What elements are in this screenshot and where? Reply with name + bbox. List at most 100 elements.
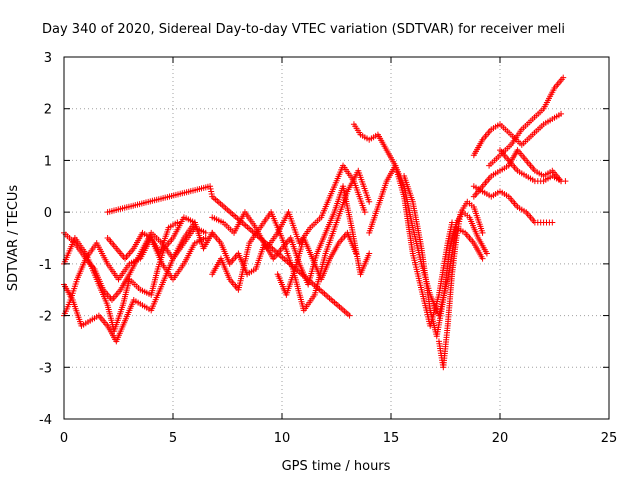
series-trace-g	[209, 162, 368, 252]
interpolated-points	[524, 210, 537, 224]
x-tick-label: 25	[601, 431, 618, 446]
interpolated-points	[302, 293, 317, 312]
x-tick-label: 20	[492, 431, 509, 446]
interpolated-points	[542, 117, 554, 126]
y-axis-ticks: -4 -3 -2 -1 0 1 2 3	[39, 51, 609, 428]
series-trace-n	[486, 74, 567, 169]
interpolated-points	[323, 211, 337, 234]
interpolated-points	[476, 236, 489, 255]
interpolated-points	[120, 278, 132, 307]
interpolated-points	[131, 231, 145, 250]
interpolated-points	[139, 287, 152, 297]
interpolated-points	[301, 237, 315, 260]
interpolated-points	[393, 164, 407, 198]
y-tick-label: -2	[39, 310, 52, 325]
interpolated-points	[68, 278, 80, 301]
series-trace-q	[104, 219, 181, 262]
interpolated-points	[132, 298, 144, 307]
interpolated-points	[490, 189, 501, 199]
interpolated-points	[246, 267, 257, 276]
interpolated-points	[541, 87, 557, 110]
data-point	[562, 178, 569, 185]
interpolated-points	[314, 231, 328, 255]
interpolated-points	[243, 211, 258, 229]
interpolated-points	[128, 278, 142, 291]
interpolated-points	[284, 268, 298, 296]
interpolated-points	[440, 325, 451, 368]
interpolated-points	[80, 319, 91, 328]
data-point	[479, 229, 486, 236]
interpolated-points	[531, 107, 545, 121]
x-tick-label: 0	[60, 431, 68, 446]
interpolated-points	[462, 210, 471, 219]
interpolated-points	[487, 154, 502, 167]
interpolated-points	[481, 174, 493, 188]
interpolated-points	[366, 206, 381, 234]
interpolated-points	[410, 252, 424, 291]
x-tick-label: 5	[169, 431, 177, 446]
data-point	[207, 183, 214, 190]
interpolated-points	[106, 183, 211, 215]
y-tick-label: 0	[44, 206, 52, 221]
interpolated-points	[92, 268, 106, 291]
interpolated-points	[182, 242, 197, 265]
interpolated-points	[149, 283, 165, 312]
interpolated-points	[524, 159, 537, 172]
interpolated-points	[490, 169, 501, 178]
y-tick-label: 2	[44, 103, 52, 118]
series-trace-p	[497, 147, 569, 185]
interpolated-points	[141, 231, 152, 240]
interpolated-points	[520, 117, 534, 131]
interpolated-points	[531, 123, 545, 136]
interpolated-points	[110, 288, 123, 302]
interpolated-points	[122, 299, 136, 322]
y-tick-label: 3	[44, 51, 52, 66]
interpolated-points	[194, 236, 207, 246]
interpolated-points	[253, 242, 267, 270]
interpolated-points	[106, 236, 118, 250]
interpolated-points	[358, 252, 372, 276]
data-point	[366, 198, 373, 205]
interpolated-points	[116, 262, 131, 281]
interpolated-points	[553, 76, 565, 90]
interpolated-points	[62, 231, 77, 245]
x-axis-ticks: 0 5 10 15 20 25	[60, 57, 617, 446]
interpolated-points	[182, 226, 197, 245]
interpolated-points	[444, 273, 455, 327]
data-point	[558, 110, 565, 117]
interpolated-points	[207, 185, 215, 197]
interpolated-points	[498, 123, 513, 136]
interpolated-points	[328, 242, 341, 260]
interpolated-points	[401, 195, 416, 255]
series-trace-o	[470, 183, 556, 226]
interpolated-points	[222, 221, 236, 235]
interpolated-points	[118, 273, 132, 291]
interpolated-points	[471, 138, 485, 157]
interpolated-points	[498, 148, 511, 162]
data-points	[61, 74, 569, 371]
interpolated-points	[534, 219, 544, 226]
data-point	[366, 250, 373, 257]
interpolated-points	[516, 205, 527, 214]
grid	[64, 57, 609, 419]
interpolated-points	[466, 200, 475, 209]
interpolated-points	[323, 221, 339, 255]
y-tick-label: -4	[39, 413, 52, 428]
interpolated-points	[481, 189, 493, 199]
y-axis-label: SDTVAR / TECUs	[6, 185, 21, 292]
interpolated-points	[157, 226, 171, 255]
data-point	[346, 312, 353, 319]
series-trace-c	[61, 229, 209, 283]
series-trace-k	[435, 198, 486, 371]
interpolated-points	[341, 164, 356, 183]
data-point	[549, 219, 556, 226]
interpolated-points	[210, 195, 351, 318]
interpolated-points	[345, 231, 359, 255]
data-point	[483, 250, 490, 257]
interpolated-points	[520, 133, 534, 147]
interpolated-points	[97, 314, 110, 328]
interpolated-points	[84, 257, 97, 271]
interpolated-points	[368, 132, 379, 142]
interpolated-points	[61, 299, 73, 317]
series-isolated	[104, 183, 353, 319]
